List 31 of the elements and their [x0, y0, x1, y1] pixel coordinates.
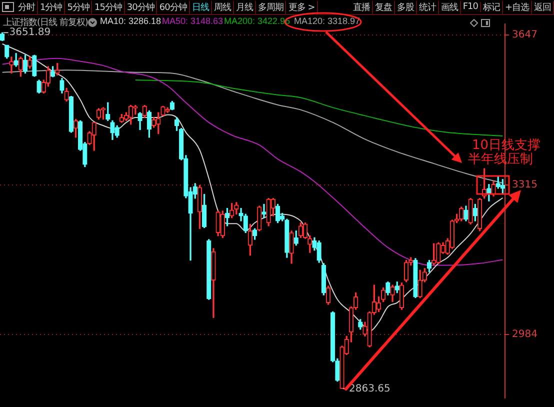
text: 30分钟	[124, 0, 158, 14]
text: MA50: 3148.63	[162, 16, 224, 26]
text: 1分钟	[38, 0, 66, 14]
text: +自选	[502, 0, 532, 14]
text: F10	[460, 2, 481, 12]
text: 周线	[212, 0, 234, 14]
text: 更多 >	[286, 0, 318, 14]
annotation: 2863.65	[349, 383, 390, 394]
text: 标记	[480, 0, 503, 14]
text: 多周期	[256, 0, 286, 14]
text: 返回	[532, 0, 554, 14]
text: 月线	[234, 0, 256, 14]
text: 直播	[350, 0, 373, 14]
text: 15分钟	[92, 0, 125, 14]
text: 统计	[416, 0, 439, 14]
y-tick-label: 3647	[512, 29, 538, 40]
text: 画线	[438, 0, 461, 14]
text: 日线	[190, 0, 212, 14]
line-series	[134, 80, 504, 137]
text: 分时	[16, 0, 38, 14]
text: MA10: 3286.18	[100, 16, 162, 26]
candlestick	[262, 204, 266, 218]
text: 多股	[394, 0, 417, 14]
y-tick-label: 3315	[512, 179, 538, 190]
text: 复盘	[372, 0, 395, 14]
chart-title: 上证指数(日线 前复权)	[3, 16, 88, 28]
text: MA120: 3318.97	[294, 16, 360, 26]
annotation: 3651.89	[9, 27, 51, 38]
text: 5分钟	[65, 0, 92, 14]
text: 60分钟	[157, 0, 190, 14]
y-tick-label: 2984	[512, 328, 538, 340]
